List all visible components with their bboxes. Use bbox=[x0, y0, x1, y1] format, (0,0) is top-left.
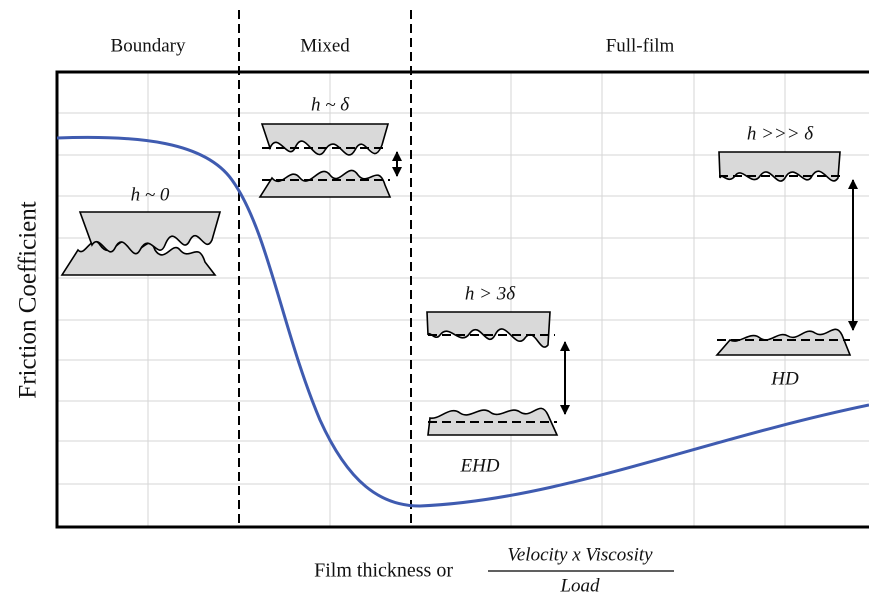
annotation: h >>> δ bbox=[747, 123, 814, 144]
annotation: EHD bbox=[459, 455, 499, 476]
annotation: h ~ 0 bbox=[131, 184, 170, 205]
region-label: Full-film bbox=[606, 35, 675, 56]
x-axis-denominator: Load bbox=[559, 575, 600, 596]
annotation: h ~ δ bbox=[311, 94, 350, 115]
boundary-surfaces bbox=[62, 212, 220, 275]
x-axis-numerator: Velocity x Viscosity bbox=[507, 544, 653, 565]
stribeck-diagram: Boundary Mixed Full-film h ~ 0 h ~ δ h >… bbox=[0, 0, 869, 601]
mixed-surfaces bbox=[260, 124, 397, 197]
ehd-surfaces bbox=[427, 312, 565, 435]
x-axis-label: Film thickness or bbox=[314, 560, 453, 582]
annotation: h > 3δ bbox=[465, 283, 516, 304]
y-axis-label: Friction Coefficient bbox=[15, 201, 42, 398]
region-label: Boundary bbox=[111, 35, 186, 56]
annotation: HD bbox=[770, 368, 799, 389]
region-label: Mixed bbox=[300, 35, 350, 56]
